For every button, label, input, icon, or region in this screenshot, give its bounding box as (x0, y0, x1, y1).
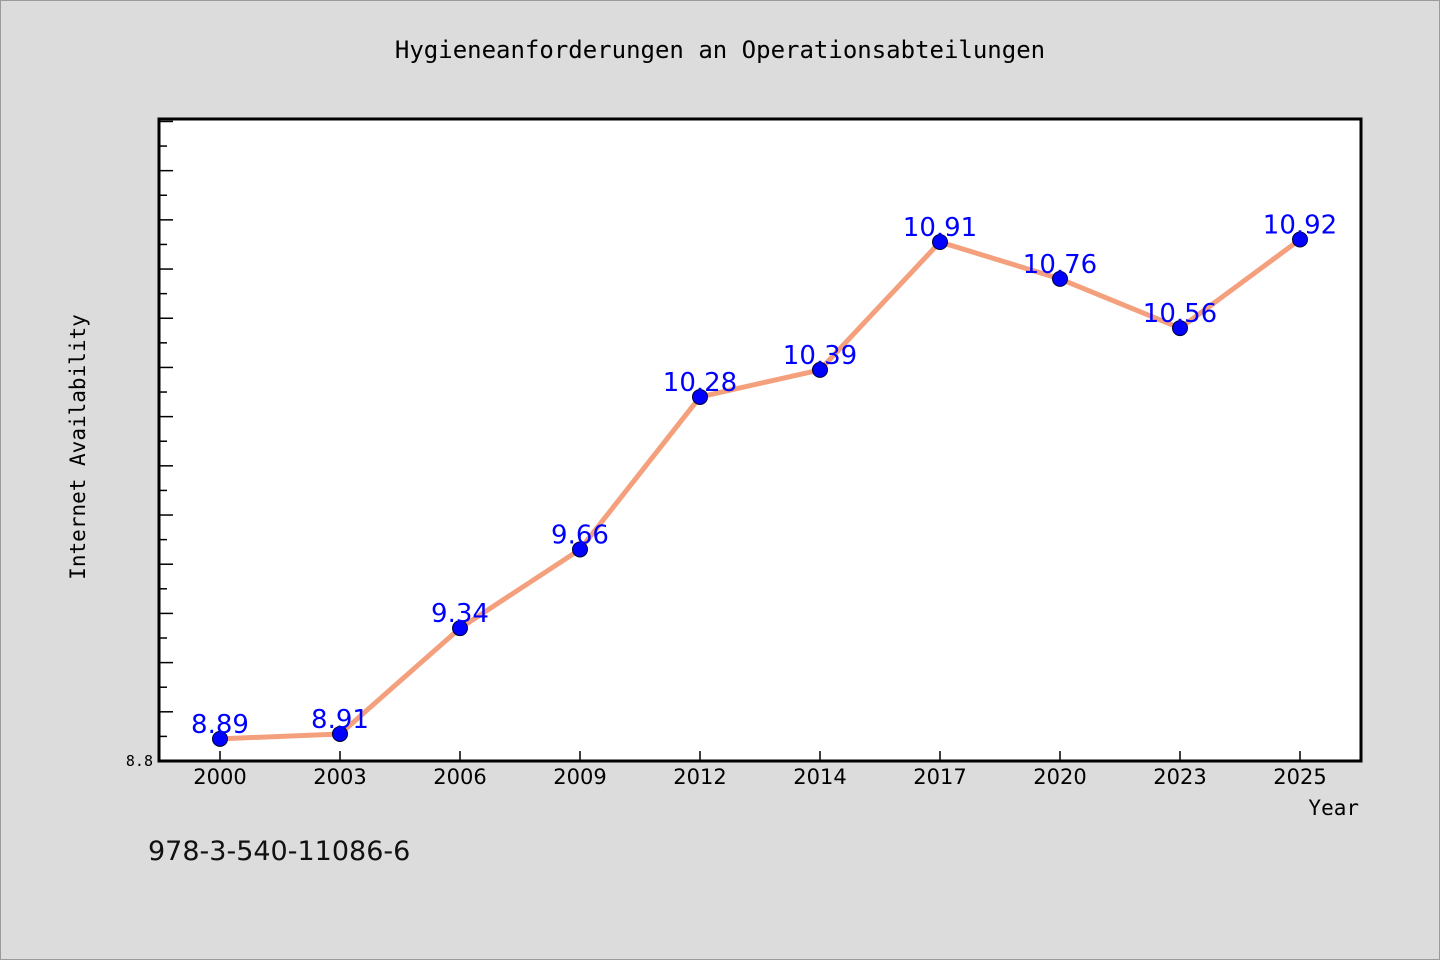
data-point-4 (692, 388, 708, 405)
data-label-6: 10.91 (903, 213, 977, 243)
x-ticks: 2000 2003 2006 2009 2012 2014 2017 2020 2023 2025 (193, 751, 1327, 789)
data-point-5 (812, 361, 828, 378)
x-tick-label-3: 2009 (553, 765, 606, 789)
x-tick-label-8: 2023 (1153, 765, 1206, 789)
data-label-5: 10.39 (783, 341, 857, 371)
data-point-3 (572, 541, 588, 558)
x-tick-label-7: 2020 (1033, 765, 1086, 789)
data-point-6 (932, 233, 948, 250)
plot-area (157, 117, 1363, 763)
data-labels: 8.89 8.91 9.34 9.66 10.28 10.39 10.91 10.76 10.5… (191, 211, 1337, 740)
x-tick-label-5: 2014 (793, 765, 846, 789)
data-label-9: 10.92 (1263, 211, 1337, 241)
x-tick-label-9: 2025 (1273, 765, 1326, 789)
data-label-3: 9.66 (551, 520, 609, 550)
x-tick-label-0: 2000 (193, 765, 246, 789)
isbn-text: 978-3-540-11086-6 (148, 836, 411, 867)
x-tick-label-6: 2017 (913, 765, 966, 789)
data-point-8 (1172, 320, 1188, 337)
x-tick-label-4: 2012 (673, 765, 726, 789)
data-label-0: 8.89 (191, 710, 249, 740)
x-tick-label-2: 2006 (433, 765, 486, 789)
chart-title: Hygieneanforderungen an Operationsabteil… (394, 36, 1046, 64)
data-point-2 (452, 620, 468, 637)
data-label-4: 10.28 (663, 368, 737, 398)
data-label-1: 8.91 (311, 705, 369, 735)
data-point-7 (1052, 270, 1068, 287)
y-tick-label-0: 8.8 (126, 752, 153, 770)
series-markers (212, 231, 1308, 747)
data-label-2: 9.34 (431, 599, 489, 629)
data-point-1 (332, 725, 348, 742)
data-label-7: 10.76 (1023, 250, 1097, 280)
data-point-0 (212, 730, 228, 747)
series-line (217, 237, 1303, 742)
x-axis-label: Year (1308, 796, 1359, 820)
data-label-8: 10.56 (1143, 299, 1217, 329)
x-tick-label-1: 2003 (313, 765, 366, 789)
y-ticks: 8.8 (126, 120, 173, 770)
data-point-9 (1292, 231, 1308, 248)
